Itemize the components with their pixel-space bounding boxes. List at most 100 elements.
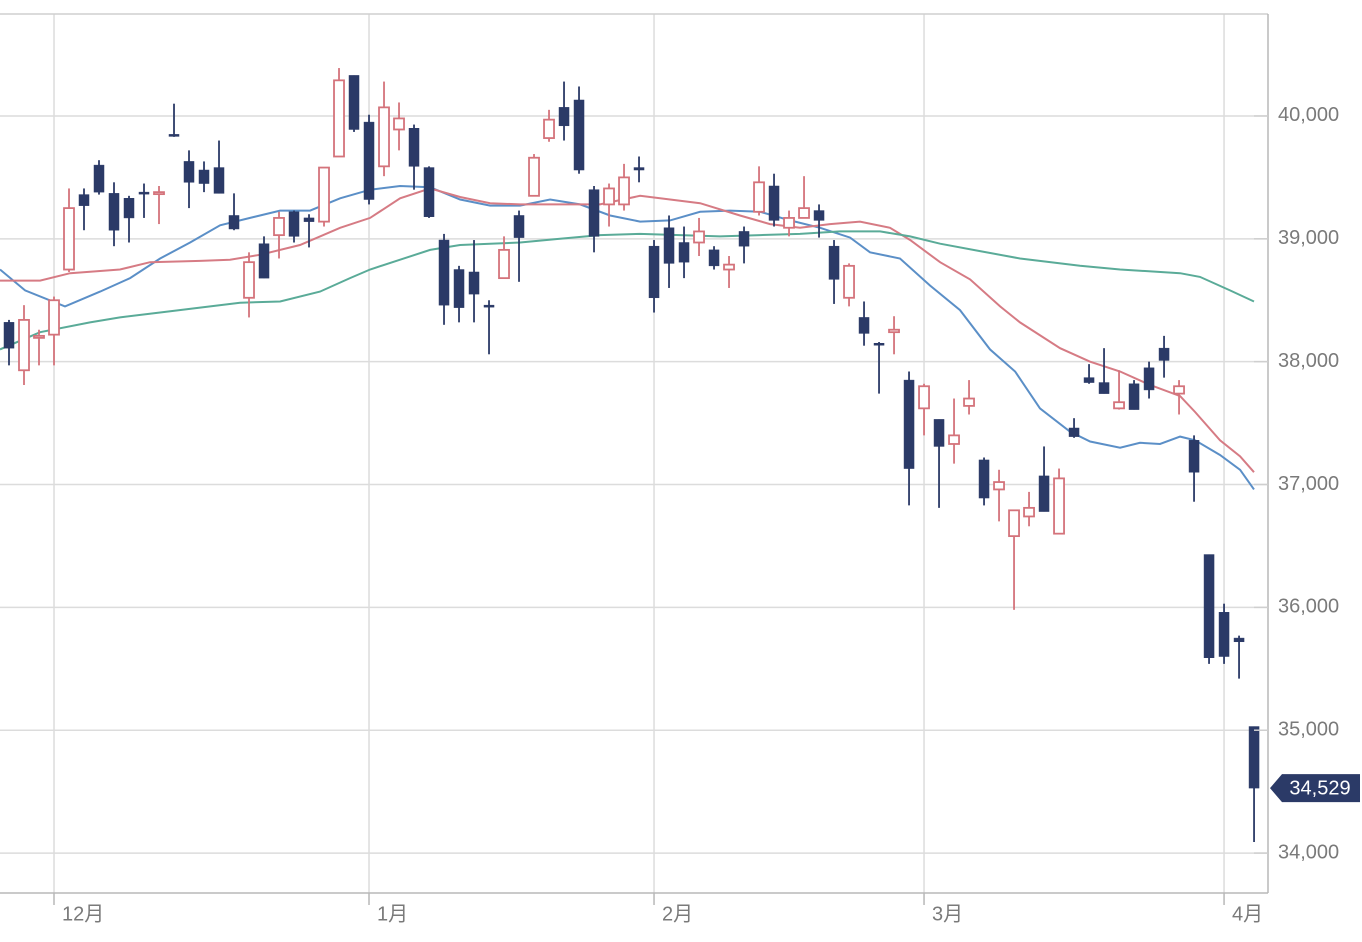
candle-body: [633, 167, 645, 171]
candle-body: [1053, 477, 1065, 535]
x-tick-label: 4月: [1232, 903, 1263, 925]
y-tick-label: 38,000: [1278, 350, 1339, 372]
candle-body: [1173, 385, 1185, 395]
moving-average-line: [0, 187, 1255, 473]
y-tick-label: 37,000: [1278, 473, 1339, 495]
candle-body: [1248, 726, 1260, 789]
candle-body: [543, 118, 555, 139]
candle-body: [348, 75, 360, 130]
candle-body: [243, 261, 255, 299]
candle-body: [333, 79, 345, 158]
moving-average-line: [0, 184, 1255, 490]
candle-body: [588, 189, 600, 237]
candle-body: [1233, 637, 1245, 643]
candle-body: [648, 245, 660, 299]
candle-body: [948, 434, 960, 445]
candle-body: [513, 215, 525, 238]
candle-body: [438, 239, 450, 306]
candle-body: [1068, 427, 1080, 437]
candle-body: [828, 245, 840, 280]
candle-body: [798, 207, 810, 219]
candle-body: [1158, 347, 1170, 361]
candle-body: [423, 167, 435, 217]
moving-average-line: [0, 230, 1255, 351]
candle-body: [528, 156, 540, 197]
grid: [0, 14, 1268, 893]
candle-body: [978, 459, 990, 499]
candle-body: [1218, 612, 1230, 657]
candle-body: [183, 161, 195, 183]
candle-body: [198, 169, 210, 184]
candle-body: [723, 263, 735, 271]
y-tick-label: 36,000: [1278, 596, 1339, 618]
candle-body: [393, 117, 405, 131]
candle-body: [78, 194, 90, 206]
candle-body: [123, 198, 135, 219]
candle-body: [18, 318, 30, 372]
candle-body: [873, 342, 885, 346]
candle-body: [168, 134, 180, 137]
axes: 34,000 35,000 36,000 37,000 38,000 39,000 40,0…: [53, 104, 1360, 925]
candle-body: [843, 264, 855, 299]
last-price-tag: [1270, 774, 1360, 803]
candle-body: [933, 419, 945, 447]
candle-body: [108, 193, 120, 231]
candle-body: [138, 191, 150, 195]
y-tick-label: 39,000: [1278, 227, 1339, 249]
candle-body: [663, 227, 675, 264]
candle-body: [1113, 401, 1125, 410]
last-price-label: 34,529: [1289, 777, 1350, 799]
candle-body: [903, 379, 915, 469]
candle-body: [33, 334, 45, 339]
candle-body: [93, 164, 105, 193]
candle-body: [573, 99, 585, 171]
candle-body: [408, 128, 420, 167]
moving-averages: [0, 184, 1255, 490]
x-tick-label: 12月: [62, 903, 104, 925]
candle-body: [468, 271, 480, 295]
candle-body: [153, 191, 165, 196]
candle-body: [63, 207, 75, 271]
candles: [3, 68, 1260, 843]
y-tick-label: 40,000: [1278, 104, 1339, 126]
candle-body: [1008, 509, 1020, 538]
x-tick-label: 2月: [662, 903, 693, 925]
candle-body: [273, 217, 285, 237]
candle-body: [303, 217, 315, 222]
candle-body: [453, 269, 465, 308]
candle-body: [678, 242, 690, 263]
y-tick-label: 35,000: [1278, 719, 1339, 741]
candle-body: [693, 230, 705, 244]
candle-body: [213, 167, 225, 194]
candle-body: [363, 121, 375, 200]
candle-body: [1203, 554, 1215, 658]
candle-body: [603, 187, 615, 206]
candle-body: [288, 211, 300, 237]
candle-body: [1143, 367, 1155, 391]
candle-body: [1128, 383, 1140, 410]
candle-body: [378, 106, 390, 168]
candle-body: [618, 176, 630, 206]
candle-body: [48, 299, 60, 336]
candle-body: [768, 185, 780, 221]
candle-body: [498, 248, 510, 280]
candle-body: [738, 231, 750, 247]
candle-body: [993, 481, 1005, 491]
x-tick-label: 1月: [377, 903, 408, 925]
candle-body: [3, 322, 15, 349]
candle-body: [888, 328, 900, 334]
candle-body: [753, 181, 765, 213]
candle-body: [1188, 440, 1200, 473]
candle-body: [228, 215, 240, 230]
candle-body: [1023, 506, 1035, 518]
candle-body: [813, 210, 825, 221]
candle-body: [1038, 475, 1050, 512]
candle-body: [708, 249, 720, 267]
candle-body: [783, 217, 795, 229]
candle-body: [1083, 377, 1095, 383]
candle-body: [258, 243, 270, 279]
x-tick-label: 3月: [932, 903, 963, 925]
candle-body: [858, 317, 870, 334]
y-tick-label: 34,000: [1278, 841, 1339, 863]
